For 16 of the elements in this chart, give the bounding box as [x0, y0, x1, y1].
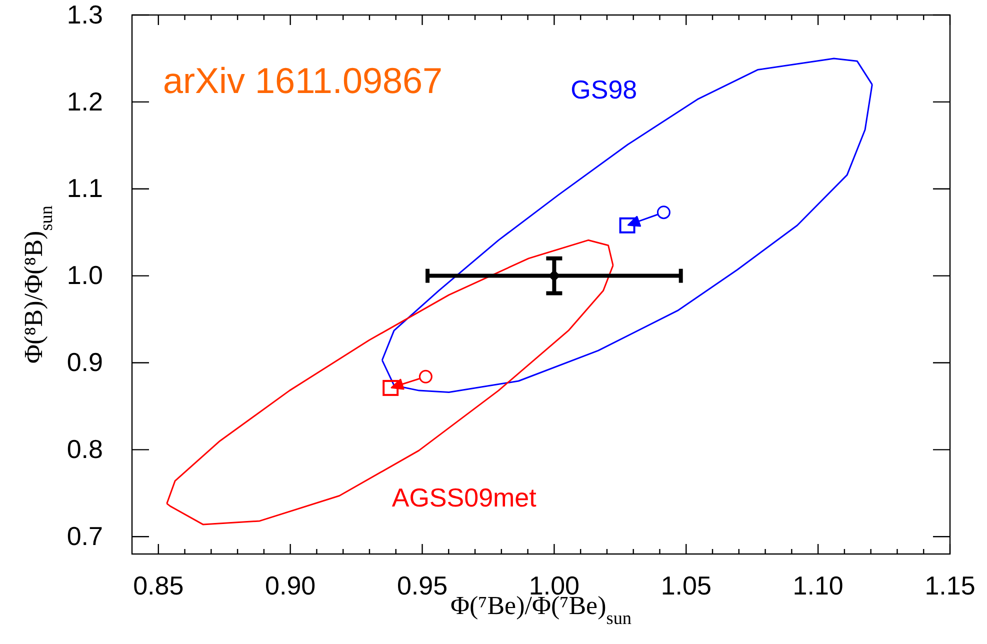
- x-tick-label: 0.90: [265, 570, 316, 600]
- x-tick-label: 1.10: [792, 570, 844, 600]
- y-tick-label: 1.0: [66, 260, 103, 290]
- series-label: AGSS09met: [392, 482, 538, 512]
- y-tick-label: 1.3: [66, 0, 103, 30]
- y-tick-label: 1.2: [66, 86, 103, 116]
- x-tick-label: 1.15: [924, 570, 976, 600]
- x-tick-label: 0.95: [396, 570, 448, 600]
- y-tick-label: 1.1: [66, 173, 103, 204]
- y-tick-label: 0.9: [66, 347, 103, 378]
- annotation: arXiv 1611.09867: [163, 60, 443, 101]
- x-tick-label: 0.85: [133, 570, 184, 600]
- y-tick-label: 0.8: [66, 434, 103, 464]
- x-tick-label: 1.05: [660, 570, 712, 600]
- y-tick-label: 0.7: [66, 520, 103, 551]
- series-label: GS98: [570, 74, 638, 104]
